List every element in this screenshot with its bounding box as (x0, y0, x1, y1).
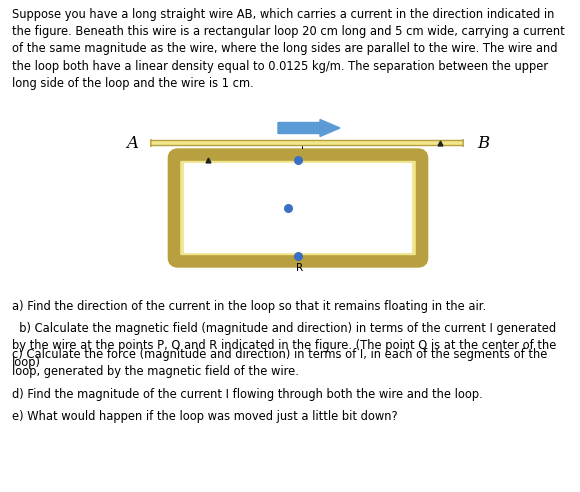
Text: B: B (477, 134, 490, 152)
Point (284, 204, 293, 212)
FancyBboxPatch shape (151, 140, 463, 147)
Text: Suppose you have a long straight wire AB, which carries a current in the directi: Suppose you have a long straight wire AB… (12, 8, 565, 90)
FancyBboxPatch shape (174, 154, 422, 261)
FancyArrow shape (278, 120, 340, 136)
Point (293, 156, 303, 164)
Text: A: A (126, 134, 138, 152)
Text: e) What would happen if the loop was moved just a little bit down?: e) What would happen if the loop was mov… (12, 410, 398, 423)
Text: c) Calculate the force (magnitude and direction) in terms of I, in each of the s: c) Calculate the force (magnitude and di… (12, 348, 548, 378)
Text: P: P (301, 141, 307, 151)
Text: a) Find the direction of the current in the loop so that it remains floating in : a) Find the direction of the current in … (12, 300, 486, 313)
Text: Q: Q (295, 203, 303, 213)
Point (293, 252, 303, 260)
Text: b) Calculate the magnetic field (magnitude and direction) in terms of the curren: b) Calculate the magnetic field (magnitu… (12, 322, 556, 369)
Text: R: R (296, 263, 303, 273)
FancyBboxPatch shape (184, 163, 412, 253)
Text: d) Find the magnitude of the current I flowing through both the wire and the loo: d) Find the magnitude of the current I f… (12, 388, 483, 401)
